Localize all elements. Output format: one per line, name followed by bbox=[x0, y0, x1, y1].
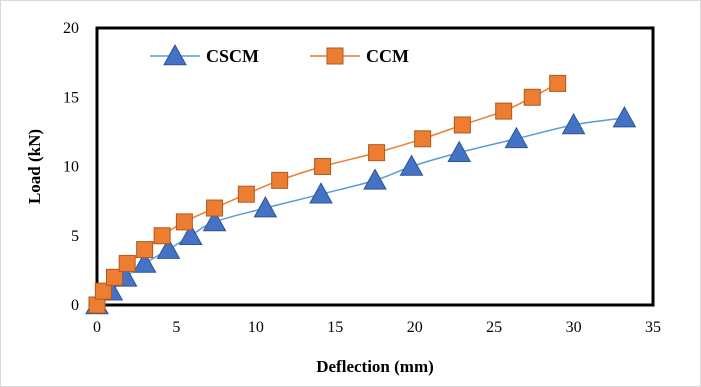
x-tick-label: 15 bbox=[327, 319, 343, 336]
data-point-cscm bbox=[132, 251, 157, 273]
data-point-ccm bbox=[453, 116, 471, 134]
data-point-ccm bbox=[136, 241, 154, 259]
data-point-cscm bbox=[253, 196, 278, 218]
data-point-ccm bbox=[495, 102, 513, 120]
y-tick-label: 20 bbox=[63, 20, 79, 37]
data-point-ccm bbox=[175, 213, 193, 231]
data-point-ccm bbox=[206, 199, 224, 217]
data-point-cscm bbox=[447, 140, 472, 162]
series-line-cscm bbox=[96, 117, 625, 306]
data-point-cscm bbox=[202, 209, 227, 232]
data-point-cscm bbox=[178, 223, 203, 246]
data-point-cscm bbox=[561, 112, 586, 135]
legend-item-cscm: CSCM bbox=[150, 43, 259, 66]
legend-item-ccm: CCM bbox=[310, 46, 409, 66]
x-tick-label: 25 bbox=[486, 319, 502, 336]
x-axis-title: Deflection (mm) bbox=[316, 357, 434, 376]
data-point-cscm bbox=[309, 182, 333, 204]
y-tick-label: 5 bbox=[71, 228, 79, 245]
y-tick-labels: 0 5 10 15 20 bbox=[63, 20, 79, 314]
legend-label-ccm: CCM bbox=[366, 46, 409, 66]
data-point-ccm bbox=[94, 282, 112, 300]
legend-marker-cscm bbox=[163, 43, 187, 66]
y-tick-label: 10 bbox=[63, 159, 79, 176]
data-point-ccm bbox=[118, 254, 136, 272]
series-layer bbox=[85, 74, 637, 315]
y-tick-label: 0 bbox=[71, 297, 79, 314]
x-tick-label: 30 bbox=[566, 319, 582, 336]
x-tick-label: 5 bbox=[172, 319, 180, 336]
plot-area-border bbox=[95, 26, 655, 307]
legend-label-cscm: CSCM bbox=[206, 46, 259, 66]
data-point-ccm bbox=[105, 268, 123, 286]
data-point-ccm bbox=[368, 144, 386, 162]
data-point-ccm bbox=[314, 158, 332, 175]
x-tick-label: 20 bbox=[407, 319, 423, 336]
x-tick-label: 10 bbox=[248, 319, 264, 336]
series-cscm bbox=[85, 105, 637, 315]
y-axis-title: Load (kN) bbox=[25, 129, 44, 204]
data-point-ccm bbox=[237, 185, 255, 203]
legend-marker-ccm bbox=[326, 47, 344, 65]
y-tick-label: 15 bbox=[63, 89, 79, 106]
data-point-ccm bbox=[153, 227, 171, 245]
data-point-ccm bbox=[549, 74, 567, 92]
data-point-cscm bbox=[363, 168, 387, 190]
legend: CSCM CCM bbox=[150, 43, 409, 66]
series-ccm bbox=[88, 74, 567, 314]
data-point-ccm bbox=[271, 171, 289, 189]
x-tick-label: 35 bbox=[645, 319, 661, 336]
x-tick-label: 0 bbox=[93, 319, 101, 336]
x-tick-labels: 0 5 10 15 20 25 30 35 bbox=[93, 319, 661, 336]
data-point-ccm bbox=[414, 130, 432, 148]
data-point-cscm bbox=[504, 126, 529, 149]
data-point-cscm bbox=[399, 154, 424, 176]
data-point-ccm bbox=[523, 88, 541, 106]
data-point-cscm bbox=[156, 237, 181, 259]
data-point-cscm bbox=[612, 105, 637, 128]
